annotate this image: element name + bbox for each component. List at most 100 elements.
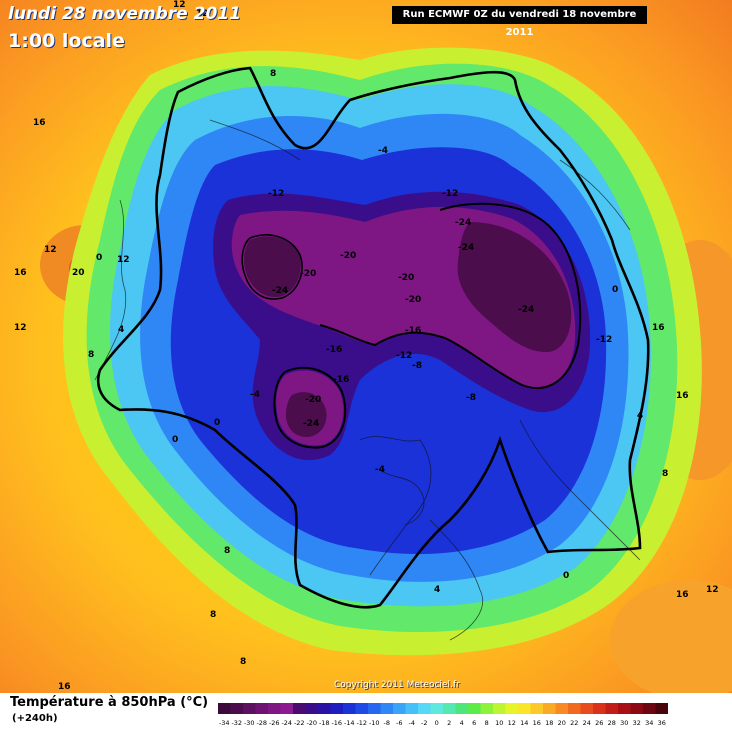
- contour-label: 0: [612, 285, 618, 295]
- scale-tick-label: 18: [545, 719, 553, 727]
- scale-tick-label: 8: [485, 719, 489, 727]
- contour-label: 8: [210, 610, 216, 620]
- contour-label: 0: [96, 253, 102, 263]
- scale-swatch: [568, 703, 581, 714]
- scale-tick-label: 26: [595, 719, 603, 727]
- contour-label: 12: [117, 255, 130, 265]
- contour-label: 16: [652, 323, 665, 333]
- scale-swatch: [505, 703, 519, 714]
- scale-swatch: [555, 703, 569, 714]
- legend-title: Température à 850hPa (°C): [10, 695, 209, 710]
- scale-swatch: [455, 703, 469, 714]
- scale-tick-label: -34: [219, 719, 230, 727]
- scale-tick-label: 34: [645, 719, 653, 727]
- scale-swatch: [655, 703, 668, 714]
- scale-swatch: [593, 703, 606, 714]
- scale-swatch: [405, 703, 419, 714]
- isotherm-minus24c-west: [241, 234, 303, 300]
- scale-tick-label: -10: [369, 719, 380, 727]
- contour-label: -4: [378, 146, 388, 156]
- contour-label: 16: [58, 682, 71, 692]
- scale-swatch: [580, 703, 594, 714]
- contour-label: 12: [173, 0, 186, 10]
- contour-label: 8: [270, 69, 276, 79]
- scale-swatch: [618, 703, 631, 714]
- scale-tick-label: 0: [435, 719, 439, 727]
- scale-tick-label: 14: [520, 719, 528, 727]
- contour-label: -8: [466, 393, 476, 403]
- contour-label: -24: [272, 286, 288, 296]
- contour-label: 12: [44, 245, 57, 255]
- scale-swatch: [218, 703, 231, 714]
- scale-swatch: [443, 703, 456, 714]
- scale-tick-label: 24: [583, 719, 591, 727]
- model-run-label: Run ECMWF 0Z du vendredi 18 novembre 201…: [392, 6, 647, 38]
- scale-tick-label: -2: [421, 719, 427, 727]
- scale-tick-label: 20: [558, 719, 566, 727]
- isotherm-minus24c-east: [319, 202, 582, 390]
- scale-swatch: [280, 703, 294, 714]
- scale-swatch: [605, 703, 619, 714]
- scale-swatch: [530, 703, 544, 714]
- scale-tick-label: -16: [331, 719, 342, 727]
- contour-label: 12: [706, 585, 719, 595]
- warm-area-southeast: [610, 580, 732, 693]
- scale-tick-label: -12: [356, 719, 367, 727]
- contour-label: -24: [303, 419, 319, 429]
- scale-tick-label: -6: [396, 719, 402, 727]
- coastlines: [94, 119, 641, 641]
- contour-label: 16: [676, 391, 689, 401]
- scale-swatch: [230, 703, 244, 714]
- contour-label: 0: [214, 418, 220, 428]
- band-minus24c: [457, 222, 572, 353]
- contour-label: 4: [637, 411, 643, 421]
- contour-label: -24: [455, 218, 471, 228]
- scale-tick-label: -28: [256, 719, 267, 727]
- contour-label: -20: [300, 269, 316, 279]
- scale-swatch: [393, 703, 406, 714]
- scale-tick-label: -30: [244, 719, 255, 727]
- scale-tick-label: -24: [281, 719, 292, 727]
- scale-tick-label: 28: [608, 719, 616, 727]
- scale-swatch: [355, 703, 369, 714]
- scale-tick-label: 6: [472, 719, 476, 727]
- scale-swatch: [418, 703, 431, 714]
- contour-label: 16: [676, 590, 689, 600]
- contour-label: 8: [88, 350, 94, 360]
- lead-time: (+240h): [12, 713, 58, 724]
- scale-tick-label: 32: [633, 719, 641, 727]
- contour-label: 8: [240, 657, 246, 667]
- contour-label: 8: [662, 469, 668, 479]
- scale-tick-label: 2: [447, 719, 451, 727]
- scale-swatch: [243, 703, 256, 714]
- contour-label: 8: [224, 546, 230, 556]
- scale-tick-label: -4: [409, 719, 415, 727]
- isotherm-0c: [96, 66, 650, 609]
- scale-swatch: [543, 703, 556, 714]
- contour-label: 20: [72, 268, 85, 278]
- contour-label: 4: [434, 585, 440, 595]
- contour-label: -16: [405, 326, 421, 336]
- scale-tick-label: 22: [570, 719, 578, 727]
- contour-label: 0: [172, 435, 178, 445]
- scale-tick-label: -22: [294, 719, 305, 727]
- scale-tick-label: -18: [319, 719, 330, 727]
- contour-label: -8: [412, 361, 422, 371]
- forecast-date: lundi 28 novembre 2011: [8, 4, 241, 24]
- contour-label: 0: [563, 571, 569, 581]
- scale-tick-label: -14: [344, 719, 355, 727]
- scale-swatch: [643, 703, 656, 714]
- scale-swatch: [368, 703, 381, 714]
- contour-label: -20: [305, 395, 321, 405]
- scale-tick-label: 36: [658, 719, 666, 727]
- contour-label: -12: [442, 189, 458, 199]
- contour-label: -24: [458, 243, 474, 253]
- contour-label: -4: [250, 390, 260, 400]
- scale-swatch: [268, 703, 281, 714]
- scale-swatch: [493, 703, 506, 714]
- scale-swatch: [255, 703, 269, 714]
- scale-swatch: [330, 703, 344, 714]
- forecast-local-time: 1:00 locale: [8, 30, 125, 52]
- contour-label: -12: [396, 351, 412, 361]
